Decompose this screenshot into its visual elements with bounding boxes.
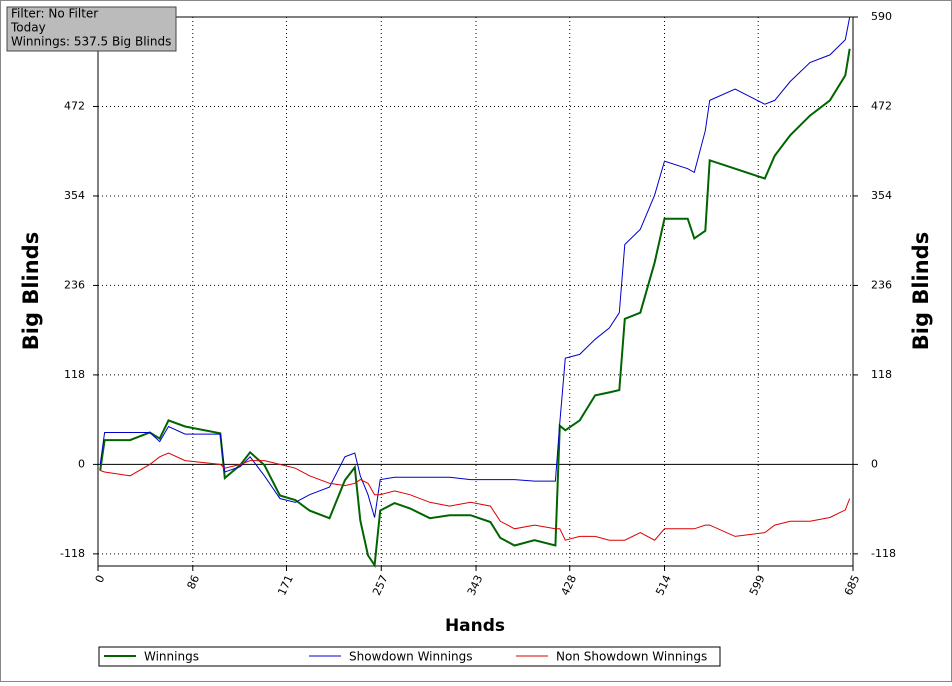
series-line (99, 16, 851, 518)
y2-tick-label: -118 (871, 547, 896, 560)
legend-label: Winnings (144, 650, 199, 664)
legend-items: Winnings Showdown Winnings Non Showdown Wi… (104, 650, 707, 664)
info-line: Today (10, 21, 46, 35)
y2-tick-label: 0 (871, 457, 878, 470)
info-box (6, 6, 177, 52)
info-line: Winnings: 537.5 Big Blinds (11, 35, 171, 49)
x-axis-label: Hands (445, 616, 505, 636)
y2-tick-label: 472 (871, 99, 892, 112)
y-tick-label: -118 (60, 547, 85, 560)
legend (98, 646, 721, 667)
legend-label: Showdown Winnings (349, 650, 473, 664)
y-tick-label: 236 (64, 278, 85, 291)
info-line: Filter: No Filter (11, 7, 98, 21)
plot-area (97, 16, 854, 567)
y2-tick-label: 354 (871, 189, 892, 202)
legend-label: Non Showdown Winnings (556, 650, 707, 664)
y-tick-label: 472 (64, 99, 85, 112)
y2-tick-label: 590 (871, 10, 892, 23)
y-tick-label: 354 (64, 189, 85, 202)
x-tick-label: 0 (93, 573, 108, 585)
y-axis-label: Big Blinds (19, 232, 43, 350)
y2-tick-label: 236 (871, 278, 892, 291)
y2-axis-label: Big Blinds (909, 232, 933, 350)
y-tick-label: 0 (78, 457, 85, 470)
y2-tick-label: 118 (871, 368, 892, 381)
x-tick-label: 86 (185, 573, 203, 591)
series-line (100, 452, 851, 541)
y-tick-label: 118 (64, 368, 85, 381)
